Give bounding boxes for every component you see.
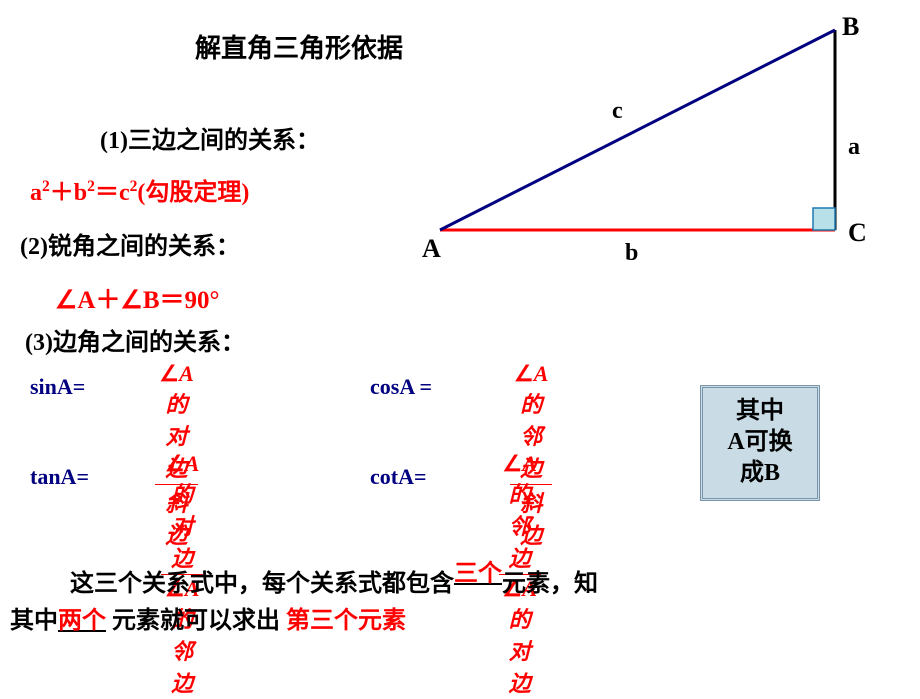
label-b: b: [625, 240, 638, 267]
side-c: [440, 30, 835, 230]
p2-formula: ∠A＋∠B＝90°: [55, 280, 220, 316]
cos-label: cosA =: [370, 374, 432, 399]
vertex-B: B: [842, 12, 859, 42]
summary-1a: 这三个关系式中，每个关系式都包含: [70, 571, 454, 597]
tan-row: tanA= ∠A的对边 ∠A的邻边: [30, 450, 89, 476]
p3-label: (3)边角之间的关系：: [25, 322, 245, 357]
summary-2a: 其中: [10, 608, 58, 634]
summary-2b: 两个: [58, 608, 106, 634]
p1-formula: a2＋b2＝c2(勾股定理): [30, 172, 249, 207]
cot-label: cotA=: [370, 464, 427, 489]
label-c: c: [612, 98, 623, 125]
summary-1c: 元素，知: [502, 571, 598, 597]
triangle-diagram: A B C a b c: [430, 18, 890, 268]
note-box: 其中A可换成B: [700, 385, 820, 501]
label-a: a: [848, 134, 860, 161]
summary-1b: 三个: [454, 561, 502, 587]
p1-label: (1)三边之间的关系：: [100, 120, 320, 155]
cot-row: cotA= ∠A的邻边 ∠A的对边: [370, 450, 427, 476]
summary: 这三个关系式中，每个关系式都包含三个元素，知 其中两个 元素就可以求出 第三个元…: [10, 566, 910, 640]
summary-2c: 元素就可以求出: [112, 608, 280, 634]
sin-label: sinA=: [30, 374, 85, 399]
page-title: 解直角三角形依据: [195, 28, 403, 65]
vertex-A: A: [422, 234, 441, 264]
vertex-C: C: [848, 218, 867, 248]
triangle-svg: [430, 18, 890, 268]
p2-label: (2)锐角之间的关系：: [20, 226, 240, 261]
cos-row: cosA = ∠A的邻边 斜边: [370, 360, 432, 386]
tan-label: tanA=: [30, 464, 89, 489]
right-angle-marker: [813, 208, 835, 230]
sin-row: sinA= ∠A的对边 斜边: [30, 360, 85, 386]
summary-2d: 第三个元素: [286, 608, 406, 634]
